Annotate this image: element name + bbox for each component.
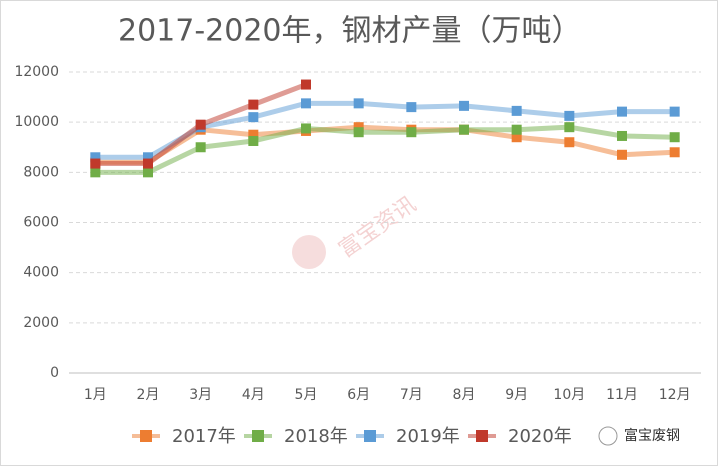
series-marker bbox=[511, 132, 522, 143]
chart-title: 2017-2020年，钢材产量（万吨） bbox=[118, 14, 582, 49]
x-tick-label: 9月 bbox=[505, 387, 528, 403]
series-marker bbox=[195, 119, 206, 130]
x-tick-label: 2月 bbox=[137, 387, 160, 403]
x-tick-label: 4月 bbox=[242, 387, 265, 403]
x-tick-label: 5月 bbox=[295, 387, 318, 403]
series-marker bbox=[248, 129, 259, 140]
series-marker bbox=[90, 152, 101, 163]
series-marker bbox=[301, 123, 311, 134]
series-marker bbox=[564, 137, 575, 148]
series-marker bbox=[669, 147, 680, 158]
series-marker bbox=[617, 149, 627, 160]
series-marker bbox=[353, 98, 364, 109]
x-tick-label: 8月 bbox=[453, 387, 476, 403]
series-marker bbox=[564, 110, 575, 121]
brand-text: 富宝废钢 bbox=[624, 427, 680, 444]
series-marker bbox=[90, 167, 101, 178]
series-marker bbox=[459, 100, 469, 111]
x-tick-label: 10月 bbox=[553, 387, 585, 403]
legend-label: 2018年 bbox=[284, 426, 348, 447]
x-tick-label: 12月 bbox=[659, 387, 691, 403]
series-marker bbox=[301, 98, 311, 109]
series-marker bbox=[406, 102, 417, 113]
series-marker bbox=[195, 142, 206, 153]
x-tick-label: 6月 bbox=[347, 387, 370, 403]
y-tick-label: 8000 bbox=[23, 164, 59, 180]
y-tick-label: 10000 bbox=[14, 114, 59, 130]
watermark-logo bbox=[292, 235, 326, 269]
x-tick-label: 1月 bbox=[84, 387, 107, 403]
series-marker bbox=[353, 122, 364, 133]
x-tick-label: 11月 bbox=[606, 387, 638, 403]
series-marker bbox=[564, 122, 575, 133]
x-tick-label: 7月 bbox=[400, 387, 423, 403]
series-marker bbox=[669, 106, 680, 117]
series-line bbox=[95, 124, 675, 165]
y-tick-label: 6000 bbox=[23, 215, 59, 231]
legend-label: 2017年 bbox=[172, 426, 236, 447]
series-marker bbox=[143, 158, 153, 169]
y-tick-label: 2000 bbox=[23, 315, 59, 331]
y-tick-label: 0 bbox=[50, 365, 59, 381]
series-marker bbox=[669, 132, 680, 143]
series-marker bbox=[511, 105, 522, 116]
series-marker bbox=[353, 127, 364, 138]
legend-label: 2020年 bbox=[508, 426, 572, 447]
series-marker bbox=[248, 99, 259, 110]
y-tick-label: 4000 bbox=[23, 265, 59, 281]
series-marker bbox=[459, 124, 469, 135]
y-tick-label: 12000 bbox=[14, 64, 59, 80]
brand: 富宝废钢 bbox=[598, 426, 680, 446]
series-marker bbox=[406, 127, 417, 138]
series-marker bbox=[248, 135, 259, 146]
series-marker bbox=[90, 158, 101, 169]
x-tick-label: 3月 bbox=[189, 387, 212, 403]
series-marker bbox=[143, 167, 153, 178]
series-marker bbox=[248, 112, 259, 123]
series-marker bbox=[511, 124, 522, 135]
legend-label: 2019年 bbox=[396, 426, 460, 447]
series-marker bbox=[143, 152, 153, 163]
series-marker bbox=[301, 79, 311, 90]
series-marker bbox=[617, 106, 627, 117]
brand-icon bbox=[598, 426, 618, 446]
series-line bbox=[95, 124, 675, 175]
series-marker bbox=[617, 130, 627, 141]
